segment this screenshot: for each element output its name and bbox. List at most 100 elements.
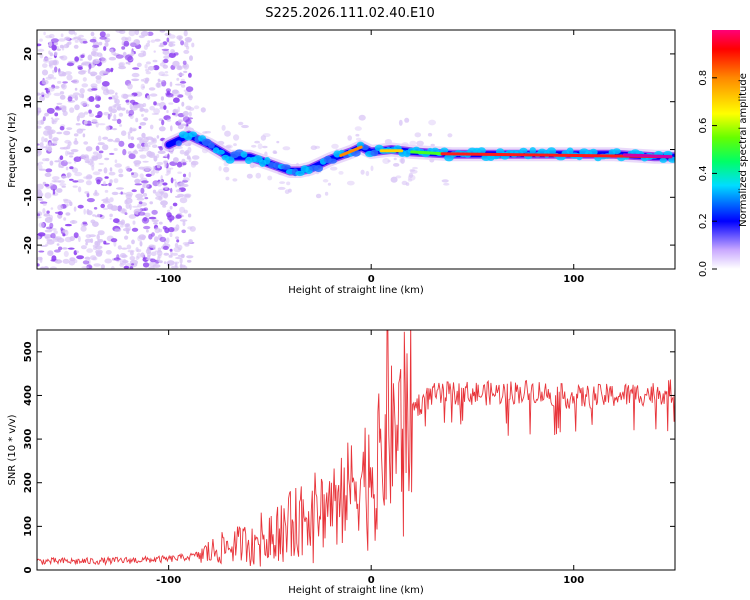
y-tick-label: 400 bbox=[23, 385, 34, 406]
noise-speckle bbox=[91, 88, 98, 91]
noise-speckle bbox=[272, 150, 277, 154]
noise-speckle bbox=[354, 126, 362, 131]
noise-speckle bbox=[41, 69, 49, 76]
noise-speckle bbox=[138, 201, 143, 205]
noise-speckle bbox=[79, 93, 84, 98]
noise-speckle bbox=[84, 123, 93, 127]
noise-speckle bbox=[66, 42, 70, 48]
noise-speckle bbox=[181, 229, 186, 234]
noise-speckle bbox=[408, 172, 414, 179]
noise-speckle bbox=[73, 133, 79, 137]
noise-speckle bbox=[89, 161, 95, 167]
noise-speckle bbox=[147, 40, 151, 44]
x-tick-label: 0 bbox=[368, 575, 375, 586]
noise-speckle bbox=[176, 35, 183, 40]
noise-speckle bbox=[187, 146, 192, 153]
noise-speckle bbox=[180, 253, 185, 259]
ridge-blob bbox=[529, 147, 537, 154]
noise-speckle bbox=[73, 206, 77, 212]
noise-speckle bbox=[188, 239, 193, 244]
noise-speckle bbox=[77, 204, 84, 209]
noise-speckle bbox=[163, 160, 169, 163]
noise-speckle bbox=[67, 161, 72, 164]
noise-speckle bbox=[338, 171, 344, 175]
noise-speckle bbox=[85, 241, 88, 246]
noise-speckle bbox=[159, 30, 166, 33]
noise-speckle bbox=[38, 161, 44, 165]
noise-speckle bbox=[181, 101, 185, 107]
ridge-blob bbox=[240, 151, 248, 158]
noise-speckle bbox=[48, 50, 51, 55]
noise-speckle bbox=[404, 117, 410, 123]
noise-speckle bbox=[88, 175, 93, 179]
noise-speckle bbox=[139, 173, 144, 179]
noise-speckle bbox=[93, 192, 100, 197]
noise-speckle bbox=[152, 59, 158, 63]
noise-speckle bbox=[173, 178, 177, 182]
noise-speckle bbox=[62, 258, 70, 264]
noise-speckle bbox=[38, 192, 44, 197]
noise-speckle bbox=[187, 213, 192, 218]
noise-speckle bbox=[152, 189, 157, 194]
noise-speckle bbox=[142, 51, 147, 57]
noise-speckle bbox=[57, 211, 64, 216]
noise-speckle bbox=[44, 125, 52, 131]
noise-speckle bbox=[407, 174, 416, 181]
noise-speckle bbox=[167, 153, 170, 160]
noise-speckle bbox=[171, 112, 176, 116]
noise-speckle bbox=[108, 171, 116, 176]
noise-speckle bbox=[141, 132, 146, 138]
noise-speckle bbox=[143, 225, 151, 230]
ridge-blob bbox=[668, 156, 675, 163]
noise-speckle bbox=[114, 98, 120, 105]
noise-speckle bbox=[330, 166, 338, 171]
noise-speckle bbox=[137, 203, 143, 208]
noise-speckle bbox=[37, 183, 44, 190]
noise-speckle bbox=[153, 50, 156, 53]
noise-speckle bbox=[177, 244, 183, 251]
noise-speckle bbox=[168, 227, 175, 233]
noise-speckle bbox=[120, 219, 126, 226]
noise-speckle bbox=[179, 257, 183, 264]
noise-speckle bbox=[131, 172, 134, 176]
noise-speckle bbox=[68, 259, 76, 266]
noise-speckle bbox=[84, 191, 90, 194]
noise-speckle bbox=[73, 156, 82, 162]
noise-speckle bbox=[45, 168, 53, 173]
noise-speckle bbox=[414, 132, 422, 138]
ridge-blob bbox=[188, 131, 198, 138]
noise-speckle bbox=[76, 250, 79, 254]
noise-speckle bbox=[136, 197, 145, 201]
noise-speckle bbox=[162, 205, 167, 208]
noise-speckle bbox=[145, 173, 152, 177]
noise-speckle bbox=[170, 187, 173, 194]
noise-speckle bbox=[179, 149, 185, 155]
noise-speckle bbox=[84, 111, 89, 115]
noise-speckle bbox=[53, 92, 62, 97]
noise-speckle bbox=[62, 81, 68, 84]
noise-speckle bbox=[172, 60, 180, 67]
noise-speckle bbox=[154, 38, 161, 42]
noise-speckle bbox=[69, 107, 75, 113]
noise-speckle bbox=[182, 64, 188, 68]
noise-speckle bbox=[51, 138, 57, 142]
noise-speckle bbox=[71, 79, 80, 84]
noise-speckle bbox=[109, 213, 113, 218]
noise-speckle bbox=[45, 35, 52, 39]
noise-speckle bbox=[153, 108, 161, 115]
noise-speckle bbox=[183, 89, 187, 92]
noise-speckle bbox=[47, 86, 55, 92]
noise-speckle bbox=[81, 266, 90, 269]
noise-speckle bbox=[120, 191, 123, 195]
noise-speckle bbox=[37, 108, 42, 114]
noise-speckle bbox=[56, 243, 60, 246]
noise-speckle bbox=[398, 119, 403, 126]
snr-series-line bbox=[37, 330, 675, 567]
noise-speckle bbox=[56, 102, 63, 105]
noise-speckle bbox=[108, 182, 112, 187]
noise-speckle bbox=[251, 144, 257, 148]
noise-speckle bbox=[145, 71, 151, 75]
y-tick-label: 10 bbox=[23, 95, 34, 109]
noise-speckle bbox=[78, 112, 86, 119]
noise-speckle bbox=[64, 159, 67, 163]
